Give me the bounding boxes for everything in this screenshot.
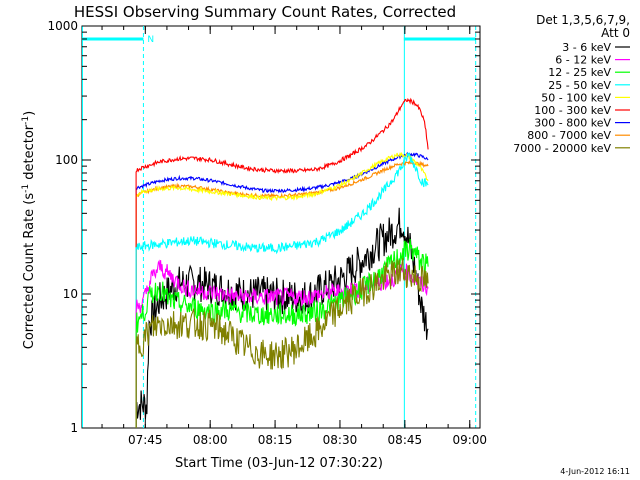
series-line-7 (135, 160, 429, 428)
y-axis-label-sup2: -1 (21, 116, 31, 125)
y-axis-label: Corrected Count Rate (s-1 detector-1) (21, 111, 37, 349)
legend-header-line2: Att 0 (601, 26, 630, 40)
series-line-8 (135, 257, 429, 428)
x-tick-label: 09:00 (452, 433, 487, 447)
n-marker-label: N (147, 35, 154, 45)
x-tick-label: 08:45 (388, 433, 423, 447)
legend-label-3: 25 - 50 keV (548, 79, 611, 92)
legend-label-0: 3 - 6 keV (562, 41, 611, 54)
y-tick-label: 10 (63, 287, 78, 301)
series-line-1 (135, 259, 429, 428)
legend-label-5: 100 - 300 keV (534, 104, 611, 117)
legend-header-line1: Det 1,3,5,6,7,9, (536, 13, 630, 27)
chart-title: HESSI Observing Summary Count Rates, Cor… (74, 3, 456, 21)
series-line-2 (135, 238, 429, 428)
series-line-5 (135, 97, 429, 428)
y-tick-label: 100 (55, 153, 78, 167)
x-axis-label: Start Time (03-Jun-12 07:30:22) (175, 456, 383, 471)
x-tick-label: 08:00 (193, 433, 228, 447)
legend-label-1: 6 - 12 keV (555, 54, 611, 67)
axis-ticks: 07:45 08:00 08:15 08:30 08:45 09:00 1 10 100 1000 (47, 19, 487, 447)
y-axis-label-main: Corrected Count Rate (s (22, 193, 37, 350)
legend-label-6: 300 - 800 keV (534, 117, 611, 130)
x-tick-label: 07:45 (128, 433, 163, 447)
y-tick-label: 1 (70, 421, 78, 435)
legend-label-7: 800 - 7000 keV (527, 129, 611, 142)
series-line-4 (135, 151, 429, 428)
x-tick-label: 08:30 (323, 433, 358, 447)
legend-label-4: 50 - 100 keV (541, 91, 611, 104)
series-line-3 (135, 152, 429, 428)
data-series (135, 97, 429, 428)
y-tick-label: 1000 (47, 19, 78, 33)
legend-label-2: 12 - 25 keV (548, 66, 611, 79)
x-tick-label: 08:15 (258, 433, 293, 447)
y-axis-label-end: ) (22, 111, 37, 116)
series-line-6 (135, 151, 429, 428)
timestamp: 4-Jun-2012 16:11 (560, 467, 630, 476)
legend-label-8: 7000 - 20000 keV (513, 142, 611, 155)
y-axis-label-mid: detector (22, 124, 37, 184)
y-axis-label-sup1: -1 (21, 184, 31, 193)
instrument-markers (82, 26, 477, 428)
